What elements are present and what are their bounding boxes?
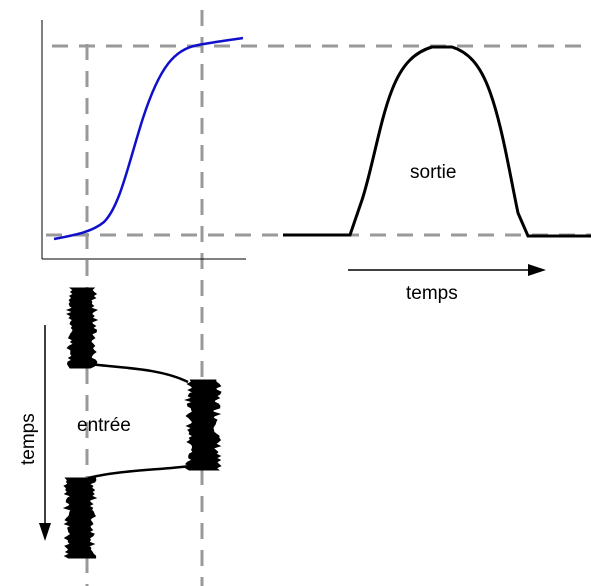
guide-lines — [46, 10, 591, 586]
input-transition-fall — [87, 464, 191, 480]
time-arrow-horizontal-head — [528, 264, 546, 276]
input-label: entrée — [77, 415, 131, 436]
input-signal — [62, 287, 222, 559]
time-label-horizontal: temps — [406, 283, 458, 304]
output-label: sortie — [410, 162, 456, 183]
time-arrow-vertical-head — [39, 523, 51, 541]
time-label-vertical: temps — [18, 413, 39, 465]
transfer-curve — [53, 36, 244, 241]
time-arrow-horizontal — [348, 264, 546, 276]
input-noise-high — [184, 379, 222, 471]
transfer-axes — [41, 20, 246, 260]
output-signal — [283, 45, 591, 238]
time-arrow-vertical — [39, 325, 51, 541]
input-noise-low-bottom — [62, 477, 98, 559]
input-noise-low-top — [65, 287, 99, 369]
input-transition-rise — [89, 362, 189, 384]
